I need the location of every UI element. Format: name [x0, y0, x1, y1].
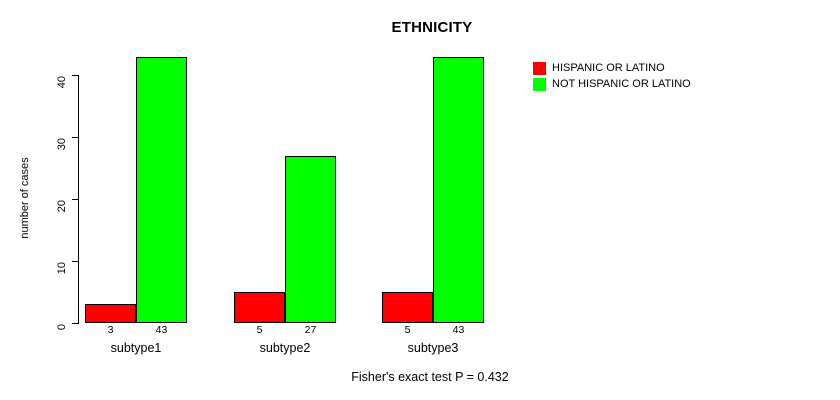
- bar-value-subtype2-hispanic: 5: [256, 324, 263, 336]
- y-tick-mark-20: [72, 199, 79, 200]
- bar-subtype2-hispanic: [234, 292, 285, 323]
- y-tick-mark-40: [72, 75, 79, 76]
- chart-title: ETHNICITY: [0, 19, 840, 36]
- bar-value-subtype1-hispanic: 3: [107, 324, 114, 336]
- bar-value-subtype2-not-hispanic: 27: [304, 324, 317, 336]
- statistics-caption: Fisher's exact test P = 0.432: [0, 370, 840, 384]
- bar-value-subtype3-not-hispanic: 43: [452, 324, 465, 336]
- x-axis-group-label-subtype3: subtype3: [407, 341, 459, 355]
- statistics-caption-text: Fisher's exact test P = 0.432: [351, 370, 509, 384]
- legend-swatch-hispanic: [533, 62, 546, 75]
- bar-subtype1-hispanic: [85, 304, 136, 323]
- bar-subtype1-not-hispanic: [136, 57, 187, 323]
- x-axis-group-label-subtype1: subtype1: [110, 341, 162, 355]
- bars-layer: [0, 0, 520, 323]
- bar-subtype3-hispanic: [382, 292, 433, 323]
- legend-item-not-hispanic: NOT HISPANIC OR LATINO: [533, 78, 691, 91]
- legend-label-not-hispanic: NOT HISPANIC OR LATINO: [552, 78, 691, 90]
- y-tick-mark-0: [72, 323, 79, 324]
- y-tick-mark-30: [72, 137, 79, 138]
- legend: HISPANIC OR LATINO NOT HISPANIC OR LATIN…: [533, 62, 691, 94]
- y-tick-mark-10: [72, 261, 79, 262]
- chart-title-text: ETHNICITY: [391, 19, 473, 36]
- legend-item-hispanic: HISPANIC OR LATINO: [533, 62, 691, 75]
- bar-subtype2-not-hispanic: [285, 156, 336, 323]
- plot-area: 40 30 20 10 0 number of cases 3 43 5 27 …: [0, 0, 520, 355]
- bar-subtype3-not-hispanic: [433, 57, 484, 323]
- x-axis-group-label-subtype2: subtype2: [259, 341, 311, 355]
- legend-label-hispanic: HISPANIC OR LATINO: [552, 62, 665, 74]
- bar-value-subtype1-not-hispanic: 43: [155, 324, 168, 336]
- legend-swatch-not-hispanic: [533, 78, 546, 91]
- bar-value-subtype3-hispanic: 5: [404, 324, 411, 336]
